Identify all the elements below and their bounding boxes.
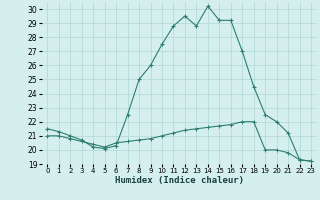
X-axis label: Humidex (Indice chaleur): Humidex (Indice chaleur) xyxy=(115,176,244,185)
